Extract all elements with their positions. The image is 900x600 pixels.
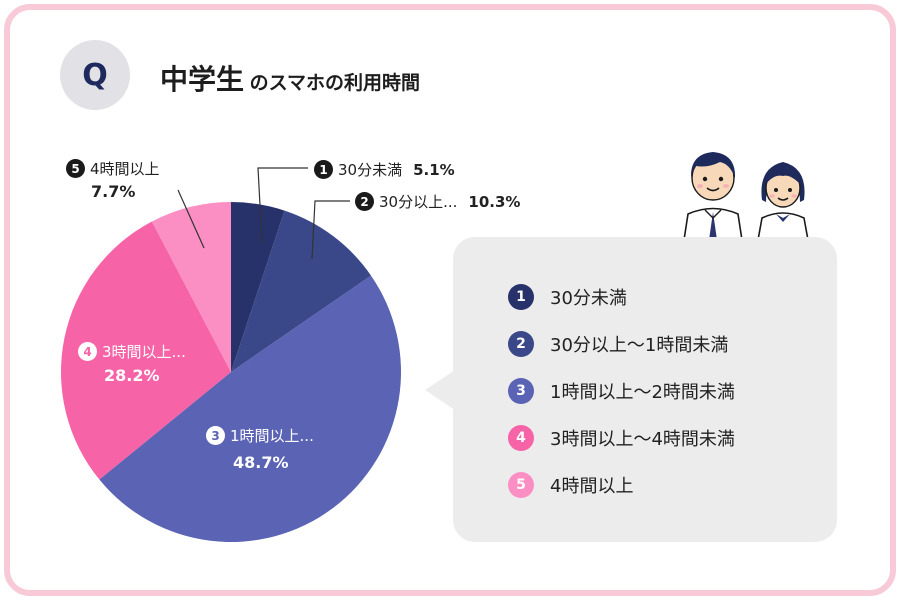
- slice-percent-1: 5.1%: [413, 160, 455, 179]
- legend-pointer: [425, 370, 455, 410]
- legend-item-4: 4 3時間以上〜4時間未満: [508, 424, 735, 452]
- legend-label-3: 1時間以上〜2時間未満: [550, 382, 735, 403]
- legend-marker-1: 1: [508, 284, 534, 310]
- label-text-2: 30分以上...: [379, 193, 458, 211]
- label-number-5: 5: [66, 159, 85, 178]
- label-number-2: 2: [355, 192, 374, 211]
- legend-marker-3: 3: [508, 378, 534, 404]
- label-number-1: 1: [314, 160, 333, 179]
- legend-label-5: 4時間以上: [550, 476, 634, 497]
- slice-label-3: 3 1時間以上...: [206, 425, 314, 446]
- legend-marker-5: 5: [508, 472, 534, 498]
- slice-label-2: 2 30分以上... 10.3%: [355, 191, 520, 212]
- label-number-4: 4: [78, 342, 97, 361]
- question-badge: Q: [60, 40, 130, 110]
- pie-slice-4: [60, 221, 232, 480]
- pie-slice-3: [99, 275, 402, 543]
- title-sub: のスマホの利用時間: [249, 72, 421, 94]
- girl-icon: [757, 162, 809, 240]
- label-text-5: 4時間以上: [90, 160, 160, 178]
- slice-percent-4: 28.2%: [104, 366, 160, 385]
- boy-icon: [683, 152, 743, 240]
- legend-label-2: 30分以上〜1時間未満: [550, 335, 729, 356]
- slice-percent-3: 48.7%: [233, 453, 289, 472]
- legend-marker-2: 2: [508, 331, 534, 357]
- pie-slice-1: [231, 202, 285, 372]
- slice-label-4: 4 3時間以上...: [78, 341, 186, 362]
- leader-line-1: [257, 167, 308, 244]
- legend-item-1: 1 30分未満: [508, 283, 735, 311]
- label-text-3: 1時間以上...: [230, 427, 314, 445]
- legend-label-4: 3時間以上〜4時間未満: [550, 429, 735, 450]
- legend-list: 1 30分未満 2 30分以上〜1時間未満 3 1時間以上〜2時間未満 4 3時…: [508, 283, 735, 518]
- slice-label-1: 1 30分未満 5.1%: [314, 159, 455, 180]
- pie-slice-5: [151, 202, 231, 372]
- chart-title: 中学生 のスマホの利用時間: [160, 58, 420, 98]
- title-main: 中学生: [160, 63, 245, 96]
- slice-percent-2: 10.3%: [468, 192, 521, 211]
- label-number-3: 3: [206, 426, 225, 445]
- slice-percent-5: 7.7%: [91, 182, 136, 201]
- legend-label-1: 30分未満: [550, 288, 627, 309]
- leader-line-5: [177, 189, 205, 249]
- legend-item-5: 5 4時間以上: [508, 471, 735, 499]
- legend-marker-4: 4: [508, 425, 534, 451]
- leader-line-2: [311, 200, 350, 260]
- legend-panel: 1 30分未満 2 30分以上〜1時間未満 3 1時間以上〜2時間未満 4 3時…: [453, 237, 837, 542]
- legend-item-3: 3 1時間以上〜2時間未満: [508, 377, 735, 405]
- label-text-4: 3時間以上...: [102, 343, 186, 361]
- label-text-1: 30分未満: [338, 161, 403, 179]
- legend-item-2: 2 30分以上〜1時間未満: [508, 330, 735, 358]
- pie-slice-2: [231, 210, 372, 372]
- slice-label-5: 5 4時間以上: [66, 158, 160, 179]
- students-illustration: [683, 152, 809, 240]
